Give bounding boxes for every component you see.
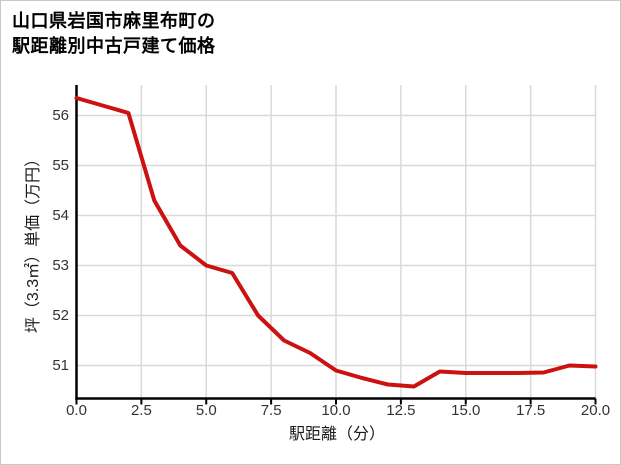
- x-tick-label: 20.0: [580, 402, 611, 419]
- x-tick-label: 7.5: [260, 402, 282, 419]
- y-tick-label: 52: [52, 306, 69, 324]
- y-tick-label: 55: [52, 156, 69, 174]
- y-tick-label: 56: [52, 106, 69, 124]
- x-tick-label: 0.0: [66, 402, 87, 419]
- x-tick-label: 15.0: [451, 402, 481, 419]
- x-tick-label: 5.0: [195, 402, 217, 419]
- price-line: [74, 96, 598, 389]
- chart-title-line1: 山口県岩国市麻里布町の: [12, 11, 216, 31]
- x-tick-label: 2.5: [130, 402, 152, 419]
- x-tick-label: 12.5: [386, 402, 416, 419]
- chart-title: 山口県岩国市麻里布町の 駅距離別中古戸建て価格: [12, 9, 216, 59]
- y-tick-label: 53: [52, 256, 69, 274]
- y-tick-label: 54: [52, 206, 69, 224]
- x-tick-label: 10.0: [321, 402, 351, 419]
- x-axis-title: 駅距離（分）: [288, 426, 386, 443]
- x-tick-label: 17.5: [516, 402, 546, 419]
- y-tick-label: 51: [52, 356, 69, 374]
- chart-title-line2: 駅距離別中古戸建て価格: [12, 36, 216, 56]
